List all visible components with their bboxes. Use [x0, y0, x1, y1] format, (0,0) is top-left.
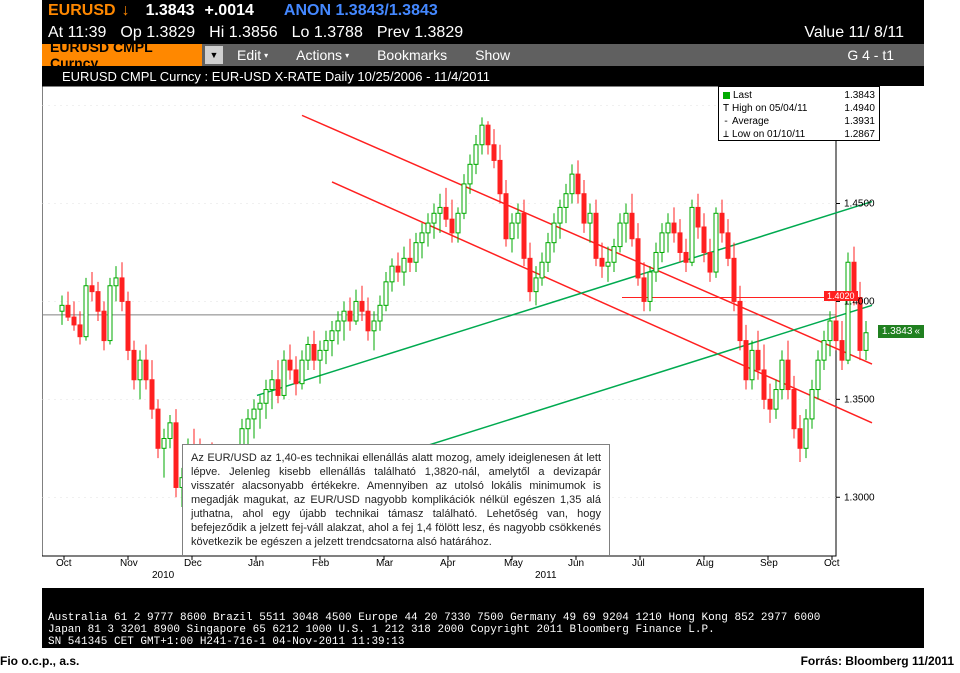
edit-menu[interactable]: Edit▾ [223, 44, 282, 66]
price-flag: 1.4020 [824, 291, 858, 301]
toolbar: EURUSD CMPL Curncy ▼ Edit▾ Actions▾ Book… [42, 44, 924, 66]
footer-line2: Japan 81 3 3201 8900 Singapore 65 6212 1… [48, 624, 918, 636]
last-price: 1.3843 [146, 2, 195, 20]
actions-menu[interactable]: Actions▾ [282, 44, 363, 66]
bloomberg-terminal: EURUSD ↓ 1.3843 +.0014 ANON 1.3843/1.384… [42, 0, 924, 648]
svg-text:1.4500: 1.4500 [844, 199, 875, 210]
chart-mode: G 4 - t1 [847, 47, 924, 63]
chart-subtitle: EURUSD CMPL Curncy : EUR-USD X-RATE Dail… [42, 66, 924, 86]
direction-arrow: ↓ [122, 2, 130, 20]
footer-line3: SN 541345 CET GMT+1:00 H241-716-1 04-Nov… [48, 636, 918, 648]
legend-box: Last1.3843 THigh on 05/04/111.4940 -Aver… [718, 86, 880, 141]
svg-text:1.3000: 1.3000 [844, 492, 875, 503]
source-right: Forrás: Bloomberg 11/2011 [801, 654, 954, 668]
chart-area[interactable]: 1.50001.45001.40001.35001.3000 Last1.384… [42, 86, 924, 588]
price-change: +.0014 [205, 2, 254, 20]
x-axis-labels: OctNovDecJanFebMarAprMayJunJulAugSepOct2… [42, 558, 880, 570]
prev-label: Prev 1.3829 [377, 24, 463, 42]
ticker-dropdown[interactable]: EURUSD CMPL Curncy [42, 44, 202, 66]
value-date: Value 11/ 8/11 [804, 24, 904, 42]
svg-text:1.3500: 1.3500 [844, 394, 875, 405]
show-menu[interactable]: Show [461, 44, 524, 66]
header-price-row: EURUSD ↓ 1.3843 +.0014 ANON 1.3843/1.384… [42, 0, 924, 22]
low-label: Lo 1.3788 [292, 24, 363, 42]
footer-line1: Australia 61 2 9777 8600 Brazil 5511 304… [48, 612, 918, 624]
bid-ask: ANON 1.3843/1.3843 [284, 2, 438, 20]
high-label: Hi 1.3856 [209, 24, 278, 42]
footer: Australia 61 2 9777 8600 Brazil 5511 304… [42, 610, 924, 648]
annotation-text: Az EUR/USD az 1,40-es technikai ellenáll… [182, 444, 610, 556]
source-left: Fio o.c.p., a.s. [0, 654, 79, 668]
bookmarks-menu[interactable]: Bookmarks [363, 44, 461, 66]
ticker-dropdown-arrow[interactable]: ▼ [205, 46, 223, 64]
ticker-symbol: EURUSD [48, 2, 116, 20]
price-cursor: 1.3843 [878, 325, 924, 338]
